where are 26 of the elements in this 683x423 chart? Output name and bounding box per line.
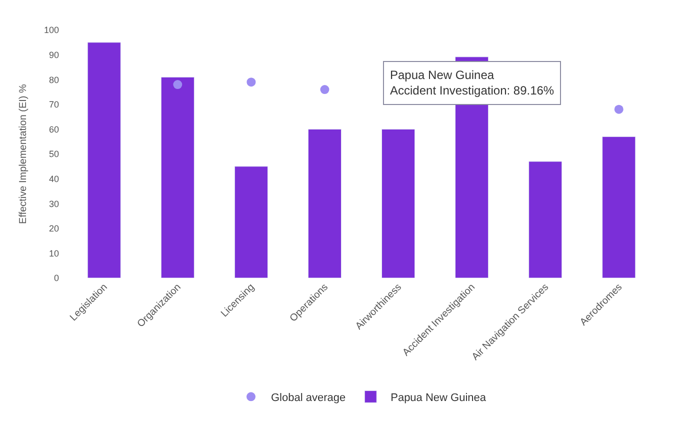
y-tick-label: 90 [48,50,59,60]
y-tick-label: 80 [48,74,59,85]
bar [160,76,194,278]
point [614,104,624,114]
annotation: Papua New Guinea Accident Investigation: 89.16% [390,68,554,98]
y-tick-label: 60 [48,124,59,134]
bar [87,42,121,278]
y-tick-label: 30 [48,198,59,209]
point [246,78,256,87]
legend-label: Global average [271,392,346,404]
bar [234,166,268,278]
bar [602,136,636,278]
y-tick-label: 40 [48,174,59,184]
bar [528,161,562,278]
y-tick-label: 0 [54,273,59,284]
bar [308,128,342,278]
legend-label: Papua New Guinea [390,392,487,404]
y-tick-label: 70 [48,100,59,110]
y-axis-title: Effective Implementation (EI) % [18,84,29,224]
y-tick-label: 50 [48,149,59,160]
point [320,85,330,94]
bar [381,128,416,278]
y-tick-label: 10 [48,248,59,258]
point [173,80,182,90]
y-tick-label: 100 [44,25,59,36]
y-tick-label: 20 [48,224,59,234]
